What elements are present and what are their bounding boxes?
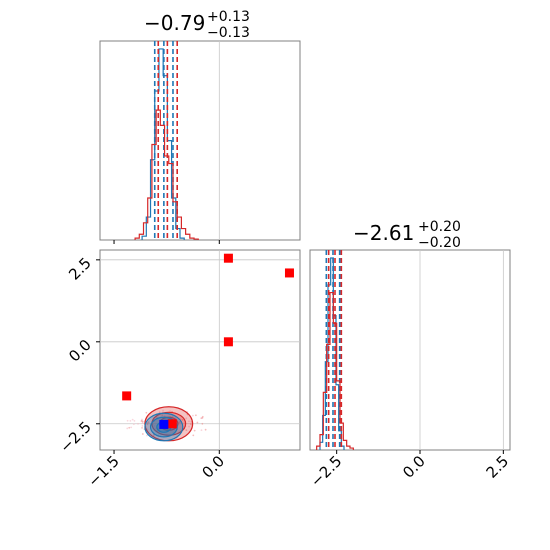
scatter-sample-point	[141, 418, 143, 421]
scatter-frame	[99, 249, 301, 451]
scatter-sample-point	[191, 414, 194, 417]
scatter-sample-point	[141, 422, 144, 425]
hist-top-title-value: −0.79	[144, 11, 205, 35]
scatter-sample-point	[131, 418, 134, 421]
scatter-ytick-label: −2.5	[56, 418, 94, 456]
scatter-x-ticks: −1.5 0.0	[84, 450, 228, 491]
scatter-sample-point	[181, 418, 184, 421]
scatter-sample-point	[126, 419, 129, 422]
scatter-points	[122, 253, 294, 429]
scatter-sample-point	[152, 434, 155, 437]
hist-panel-top: −0.79 +0.13 −0.13	[99, 9, 301, 244]
scatter-sample-point	[155, 416, 158, 419]
scatter-sample-point	[201, 415, 204, 418]
hist-top-ticks	[113, 240, 220, 244]
scatter-sample-point	[193, 429, 196, 432]
scatter-sample-point	[128, 426, 131, 429]
hist-top-series	[134, 41, 199, 240]
scatter-sample-point	[137, 422, 139, 425]
hist-top-title: −0.79	[144, 11, 205, 35]
scatter-sample-point	[130, 426, 133, 429]
scatter-sample-point	[190, 423, 192, 425]
scatter-sample-point	[141, 420, 144, 423]
scatter-sample-point	[204, 428, 207, 431]
scatter-sample-point	[146, 422, 149, 425]
scatter-series-0-point-0	[223, 253, 233, 263]
scatter-series-0-point-2	[223, 337, 233, 347]
hist-top-title-sub: −0.13	[207, 25, 250, 41]
hist-right-grid	[419, 250, 504, 450]
hist-right-frame	[309, 249, 511, 451]
scatter-sample-point	[145, 434, 148, 437]
scatter-sample-point	[201, 422, 204, 425]
scatter-series-0-point-4	[167, 419, 177, 429]
scatter-sample-point	[161, 414, 164, 417]
hist-right-title-value: −2.61	[353, 221, 414, 245]
scatter-sample-point	[133, 419, 136, 422]
scatter-sample-point	[129, 419, 132, 422]
hist-right-title-sup: +0.20	[418, 219, 461, 235]
scatter-y-ticks: −2.5 0.0 2.5	[56, 254, 100, 456]
scatter-series-0-point-3	[122, 391, 132, 401]
scatter-sample-point	[190, 420, 193, 423]
scatter-sample-point	[169, 410, 172, 413]
hist-panel-right: −2.5 0.0 2.5 −2.61 +0.20 −0.20	[307, 219, 512, 491]
scatter-sample-point	[141, 425, 144, 427]
scatter-sample-point	[194, 414, 197, 417]
scatter-sample-point	[200, 429, 203, 432]
scatter-sample-point	[185, 417, 188, 420]
scatter-panel: −1.5 0.0 −2.5 0.0 2.5	[56, 249, 301, 491]
scatter-series-0-point-1	[284, 268, 294, 278]
scatter-ytick-label: 2.5	[65, 254, 95, 284]
scatter-sample-point	[141, 426, 143, 429]
hist-right-series	[316, 250, 354, 450]
scatter-xtick-label: −1.5	[84, 452, 122, 490]
scatter-sample-point	[158, 411, 161, 414]
hist-right-title: −2.61	[353, 221, 414, 245]
hist-right-ticks: −2.5 0.0 2.5	[307, 450, 512, 491]
scatter-sample-point	[188, 420, 190, 423]
hist-top-title-sup: +0.13	[207, 9, 250, 25]
scatter-xtick-label: 0.0	[199, 452, 229, 482]
hist-top-frame	[99, 40, 301, 241]
scatter-sample-point	[200, 417, 203, 420]
hist-right-title-sub: −0.20	[418, 235, 461, 251]
scatter-sample-point	[188, 425, 190, 428]
hist-right-xtick-label: 2.5	[483, 452, 513, 482]
scatter-series-1-point-0	[159, 419, 169, 429]
scatter-sample-point	[196, 421, 199, 424]
scatter-sample-point	[162, 409, 164, 412]
scatter-sample-point	[145, 411, 148, 414]
scatter-sample-point	[132, 423, 135, 426]
scatter-sample-point	[185, 429, 188, 431]
scatter-sample-point	[171, 415, 174, 418]
scatter-sample-point	[141, 433, 144, 435]
scatter-ytick-label: 0.0	[65, 336, 95, 366]
scatter-sample-point	[153, 425, 156, 427]
scatter-sample-point	[126, 427, 129, 430]
hist-right-xtick-label: −2.5	[307, 452, 345, 490]
scatter-sample-point	[192, 434, 195, 437]
hist-right-xtick-label: 0.0	[399, 452, 429, 482]
